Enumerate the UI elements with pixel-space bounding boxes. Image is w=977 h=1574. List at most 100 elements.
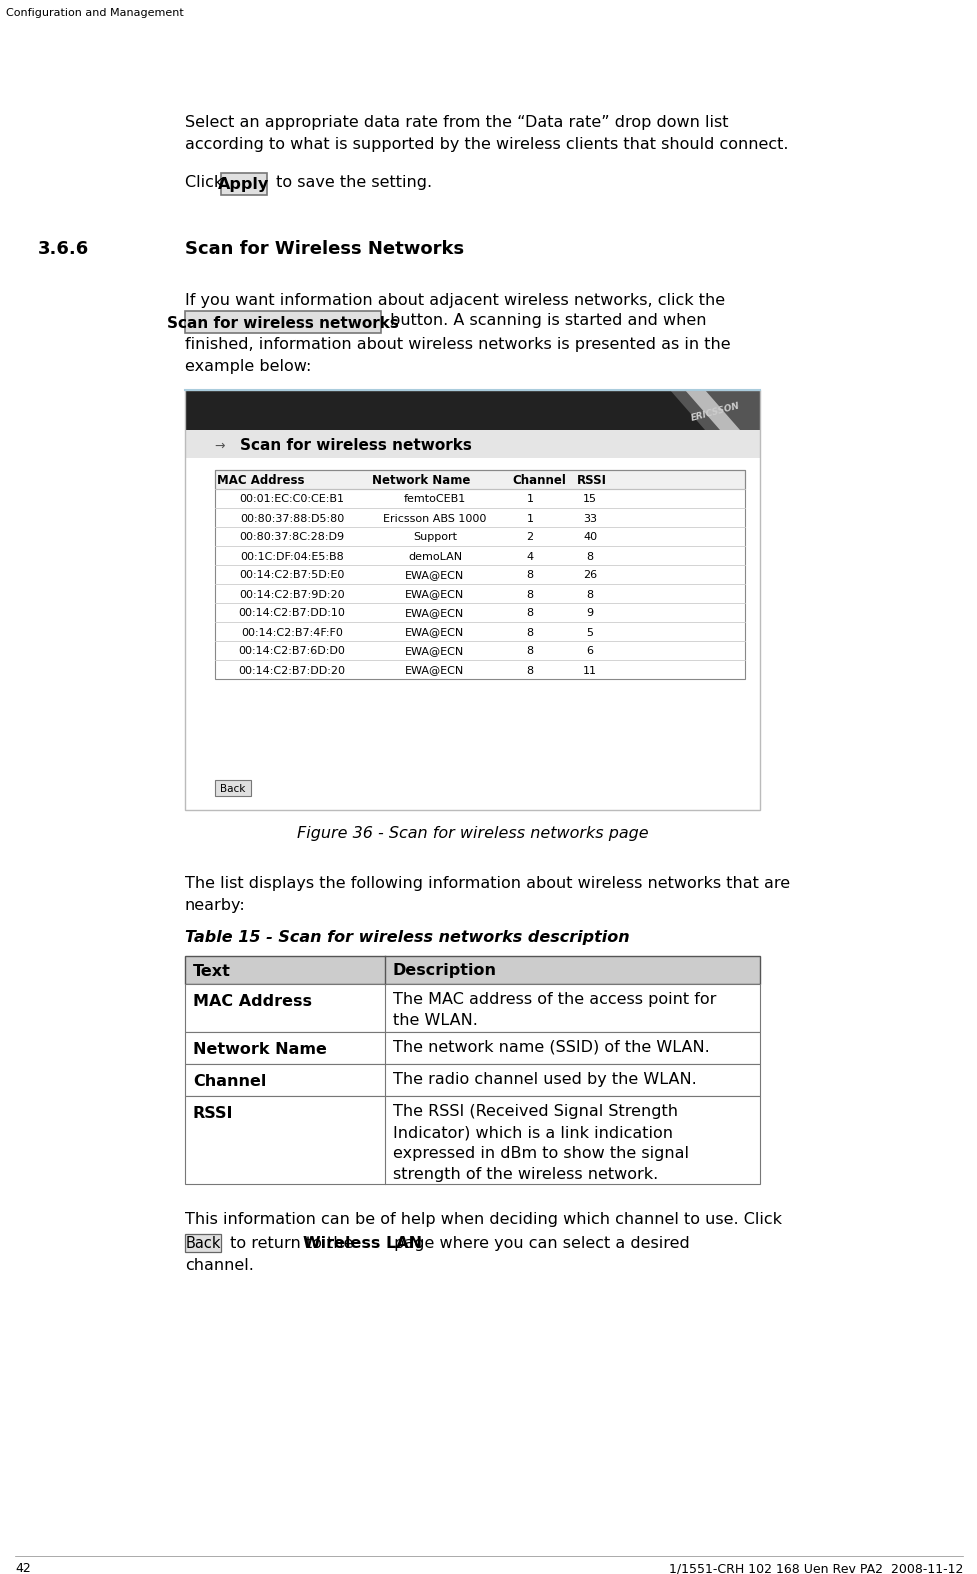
Bar [185, 1064, 759, 1096]
Text: femtoCEB1: femtoCEB1 [404, 494, 466, 505]
Text: →: → [215, 439, 225, 452]
Text: If you want information about adjacent wireless networks, click the: If you want information about adjacent w… [185, 293, 724, 309]
Text: 00:01:EC:C0:CE:B1: 00:01:EC:C0:CE:B1 [239, 494, 344, 505]
Text: 8: 8 [586, 590, 593, 600]
Text: EWA@ECN: EWA@ECN [404, 590, 464, 600]
Text: 8: 8 [526, 609, 533, 619]
Text: The radio channel used by the WLAN.: The radio channel used by the WLAN. [393, 1072, 696, 1088]
Text: 6: 6 [586, 647, 593, 656]
Text: Wireless LAN: Wireless LAN [303, 1236, 422, 1251]
Text: nearby:: nearby: [185, 899, 245, 913]
Bar [221, 173, 267, 195]
Text: Back: Back [185, 1237, 221, 1251]
Bar [185, 1033, 759, 1064]
Text: Scan for wireless networks: Scan for wireless networks [239, 439, 471, 453]
Text: 8: 8 [586, 551, 593, 562]
Text: Description: Description [393, 963, 496, 979]
Bar [185, 390, 759, 811]
Bar [185, 984, 759, 1033]
Text: channel.: channel. [185, 1258, 254, 1273]
Text: page where you can select a desired: page where you can select a desired [389, 1236, 689, 1251]
Text: 4: 4 [526, 551, 533, 562]
Text: Figure 36 - Scan for wireless networks page: Figure 36 - Scan for wireless networks p… [296, 826, 648, 841]
Text: Select an appropriate data rate from the “Data rate” drop down list: Select an appropriate data rate from the… [185, 115, 728, 131]
Text: 00:1C:DF:04:E5:B8: 00:1C:DF:04:E5:B8 [240, 551, 344, 562]
Text: to return to the: to return to the [225, 1236, 359, 1251]
Polygon shape [684, 390, 740, 430]
Text: MAC Address: MAC Address [217, 474, 304, 486]
Text: The RSSI (Received Signal Strength
Indicator) which is a link indication
express: The RSSI (Received Signal Strength Indic… [393, 1103, 688, 1182]
Bar [185, 390, 759, 430]
Text: 00:14:C2:B7:DD:20: 00:14:C2:B7:DD:20 [238, 666, 345, 675]
Text: Network Name: Network Name [371, 474, 470, 486]
Text: 8: 8 [526, 590, 533, 600]
Text: 8: 8 [526, 628, 533, 637]
Text: 42: 42 [15, 1561, 30, 1574]
Text: EWA@ECN: EWA@ECN [404, 628, 464, 637]
Bar [185, 1234, 221, 1251]
Text: Table 15 - Scan for wireless networks description: Table 15 - Scan for wireless networks de… [185, 930, 629, 944]
Bar [215, 781, 251, 796]
Text: 2: 2 [526, 532, 533, 543]
Text: EWA@ECN: EWA@ECN [404, 570, 464, 581]
Bar [215, 471, 744, 490]
Text: 3.6.6: 3.6.6 [38, 239, 89, 258]
Text: 15: 15 [582, 494, 596, 505]
Text: Click: Click [185, 175, 229, 190]
Bar [185, 955, 759, 984]
Text: The list displays the following information about wireless networks that are: The list displays the following informat… [185, 877, 789, 891]
Text: Scan for Wireless Networks: Scan for Wireless Networks [185, 239, 464, 258]
Text: 5: 5 [586, 628, 593, 637]
Text: demoLAN: demoLAN [407, 551, 461, 562]
Text: 11: 11 [582, 666, 596, 675]
Bar [185, 430, 759, 458]
Text: 40: 40 [582, 532, 596, 543]
Text: Channel: Channel [192, 1073, 266, 1089]
Text: EWA@ECN: EWA@ECN [404, 647, 464, 656]
Text: Text: Text [192, 963, 231, 979]
Text: 00:14:C2:B7:5D:E0: 00:14:C2:B7:5D:E0 [239, 570, 344, 581]
Text: according to what is supported by the wireless clients that should connect.: according to what is supported by the wi… [185, 137, 787, 153]
Text: 00:14:C2:B7:DD:10: 00:14:C2:B7:DD:10 [238, 609, 345, 619]
Text: 26: 26 [582, 570, 596, 581]
Text: to save the setting.: to save the setting. [271, 175, 432, 190]
Text: 00:80:37:88:D5:80: 00:80:37:88:D5:80 [239, 513, 344, 524]
Text: Support: Support [412, 532, 456, 543]
Text: Network Name: Network Name [192, 1042, 326, 1058]
Text: button. A scanning is started and when: button. A scanning is started and when [385, 313, 705, 327]
Bar [215, 471, 744, 678]
Text: This information can be of help when deciding which channel to use. Click: This information can be of help when dec… [185, 1212, 782, 1228]
Text: 1: 1 [526, 513, 533, 524]
Text: EWA@ECN: EWA@ECN [404, 666, 464, 675]
Text: 9: 9 [586, 609, 593, 619]
Bar [185, 458, 759, 811]
Text: The MAC address of the access point for
the WLAN.: The MAC address of the access point for … [393, 992, 715, 1028]
Text: 00:80:37:8C:28:D9: 00:80:37:8C:28:D9 [239, 532, 344, 543]
Text: MAC Address: MAC Address [192, 995, 312, 1009]
Polygon shape [669, 390, 759, 430]
Bar [185, 312, 381, 334]
Text: 8: 8 [526, 666, 533, 675]
Text: Back: Back [220, 784, 245, 793]
Text: 1: 1 [526, 494, 533, 505]
Bar [185, 1096, 759, 1184]
Text: RSSI: RSSI [576, 474, 607, 486]
Text: 8: 8 [526, 570, 533, 581]
Text: 8: 8 [526, 647, 533, 656]
Text: 33: 33 [582, 513, 596, 524]
Text: 00:14:C2:B7:4F:F0: 00:14:C2:B7:4F:F0 [240, 628, 343, 637]
Text: 1/1551-CRH 102 168 Uen Rev PA2  2008-11-12: 1/1551-CRH 102 168 Uen Rev PA2 2008-11-1… [668, 1561, 962, 1574]
Text: Scan for wireless networks: Scan for wireless networks [167, 315, 399, 331]
Text: ERICSSON: ERICSSON [689, 401, 740, 423]
Text: Apply: Apply [218, 178, 270, 192]
Text: Configuration and Management: Configuration and Management [6, 8, 184, 17]
Text: Channel: Channel [512, 474, 566, 486]
Text: 00:14:C2:B7:6D:D0: 00:14:C2:B7:6D:D0 [238, 647, 345, 656]
Text: example below:: example below: [185, 359, 311, 375]
Text: 00:14:C2:B7:9D:20: 00:14:C2:B7:9D:20 [239, 590, 345, 600]
Text: EWA@ECN: EWA@ECN [404, 609, 464, 619]
Text: The network name (SSID) of the WLAN.: The network name (SSID) of the WLAN. [393, 1040, 709, 1055]
Text: finished, information about wireless networks is presented as in the: finished, information about wireless net… [185, 337, 730, 353]
Text: RSSI: RSSI [192, 1107, 234, 1121]
Text: Ericsson ABS 1000: Ericsson ABS 1000 [383, 513, 487, 524]
